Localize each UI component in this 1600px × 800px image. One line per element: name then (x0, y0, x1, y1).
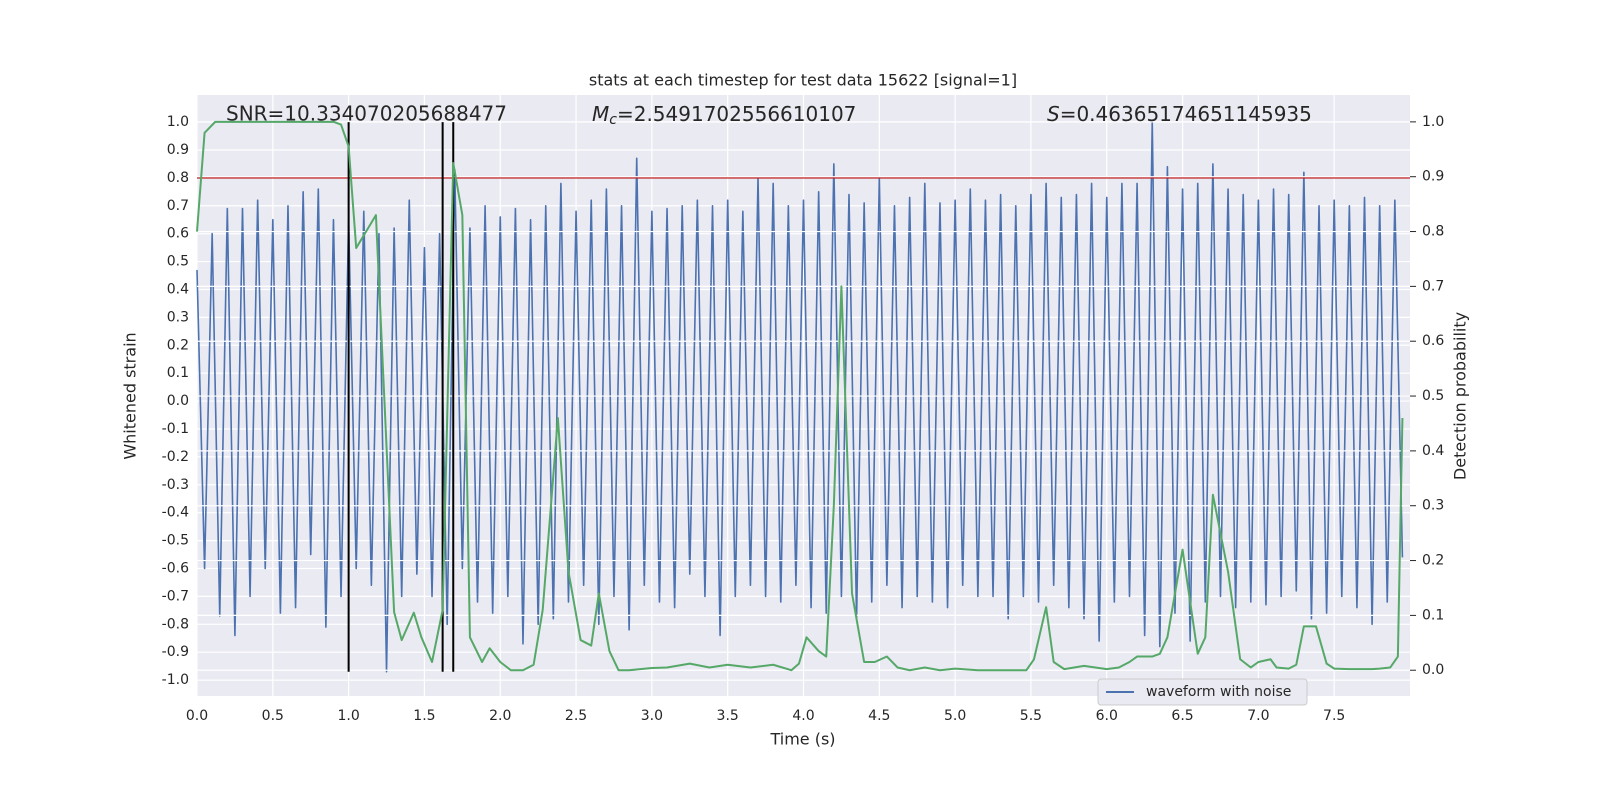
y2-tick-label: 0.3 (1422, 498, 1444, 514)
s-symbol: S (1047, 102, 1060, 126)
x-tick-label: 7.0 (1247, 708, 1269, 724)
y-tick-label: -0.8 (162, 616, 189, 632)
mc-symbol: M (592, 102, 609, 126)
snr-annotation: SNR=10.334070205688477 (226, 102, 507, 126)
probability-line (196, 120, 1404, 672)
y2-tick-label: 0.2 (1422, 553, 1444, 569)
y2-tick-label: 0.5 (1422, 388, 1444, 404)
y-axis-label: Whitened strain (121, 332, 140, 459)
y-tick-label: 0.7 (167, 198, 189, 214)
x-tick-label: 5.0 (944, 708, 966, 724)
x-tick-label: 5.5 (1020, 708, 1042, 724)
x-tick-label: 1.5 (413, 708, 435, 724)
y2-tick-label: 0.6 (1422, 333, 1444, 349)
y-tick-label: -0.3 (162, 477, 189, 493)
y-tick-label: 0.1 (167, 365, 189, 381)
y-tick-label: -0.7 (162, 588, 189, 604)
x-tick-label: 6.5 (1171, 708, 1193, 724)
y-tick-label: 0.5 (167, 254, 189, 270)
mc-value: =2.5491702556610107 (617, 102, 856, 126)
legend-label: waveform with noise (1146, 684, 1291, 700)
y2-tick-label: 0.7 (1422, 278, 1444, 294)
x-tick-label: 1.0 (337, 708, 359, 724)
y2-axis-label: Detection probability (1451, 312, 1470, 480)
x-tick-label: 4.0 (792, 708, 814, 724)
s-value: =0.46365174651145935 (1060, 102, 1312, 126)
legend: waveform with noise (1097, 678, 1308, 706)
waveform-layer (196, 121, 1410, 673)
y2-tick-label: 1.0 (1422, 114, 1444, 130)
legend-box (1097, 678, 1308, 706)
y2-tick-label: 0.8 (1422, 224, 1444, 240)
y-tick-label: 0.3 (167, 309, 189, 325)
y-tick-label: -0.9 (162, 644, 189, 660)
x-axis-label: Time (s) (769, 730, 835, 749)
x-tick-label: 6.0 (1096, 708, 1118, 724)
y2-tick-label: 0.1 (1422, 607, 1444, 623)
over-layer (196, 120, 1410, 672)
x-tick-label: 2.5 (565, 708, 587, 724)
y-tick-label: -1.0 (162, 672, 189, 688)
mc-annotation: Mc=2.5491702556610107 (592, 102, 856, 129)
x-tick-label: 7.5 (1323, 708, 1345, 724)
y-tick-label: -0.2 (162, 449, 189, 465)
y-tick-label: 0.6 (167, 226, 189, 242)
x-tick-label: 0.0 (186, 708, 208, 724)
y2-tick-label: 0.9 (1422, 169, 1444, 185)
y-tick-label: 1.0 (167, 114, 189, 130)
y-tick-label: -0.6 (162, 560, 189, 576)
x-tick-label: 3.0 (641, 708, 663, 724)
x-tick-label: 2.0 (489, 708, 511, 724)
y2-tick-label: 0.4 (1422, 443, 1444, 459)
y-tick-label: 0.2 (167, 337, 189, 353)
mc-subscript: c (609, 112, 617, 128)
y-tick-label: -0.1 (162, 421, 189, 437)
y-tick-label: 0.8 (167, 170, 189, 186)
x-tick-label: 3.5 (717, 708, 739, 724)
y-tick-label: 0.9 (167, 142, 189, 158)
y-tick-label: -0.4 (162, 505, 189, 521)
x-tick-label: 4.5 (868, 708, 890, 724)
s-annotation: S=0.46365174651145935 (1047, 102, 1312, 126)
y2-tick-label: 0.0 (1422, 662, 1444, 678)
y-tick-label: 0.0 (167, 393, 189, 409)
y-tick-label: -0.5 (162, 533, 189, 549)
y-tick-label: 0.4 (167, 281, 189, 297)
waveform-line (196, 121, 1404, 673)
x-tick-label: 0.5 (262, 708, 284, 724)
chart-title: stats at each timestep for test data 156… (589, 71, 1017, 90)
